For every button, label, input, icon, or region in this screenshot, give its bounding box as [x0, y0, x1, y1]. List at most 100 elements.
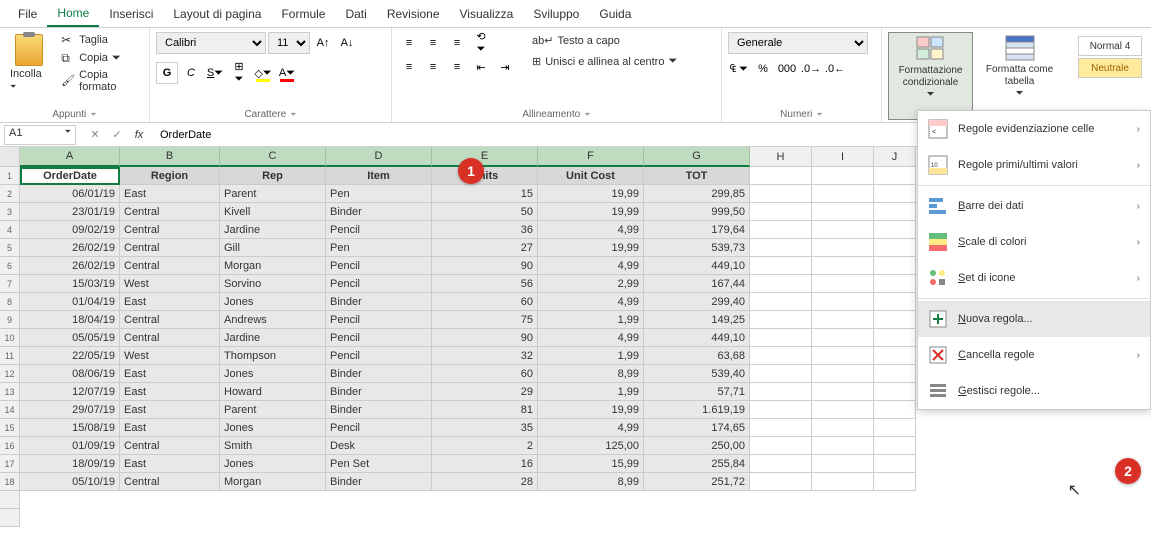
data-cell[interactable]: Central [120, 473, 220, 491]
column-header-G[interactable]: G [644, 147, 750, 167]
data-cell[interactable]: 05/05/19 [20, 329, 120, 347]
data-cell[interactable]: 174,65 [644, 419, 750, 437]
data-cell[interactable]: East [120, 293, 220, 311]
underline-button[interactable]: S ⏷ [204, 62, 226, 84]
data-cell[interactable]: 299,85 [644, 185, 750, 203]
enter-formula-button[interactable]: ✓ [106, 125, 128, 145]
row-header[interactable]: 1 [0, 167, 20, 185]
data-cell[interactable]: 26/02/19 [20, 257, 120, 275]
empty-cell[interactable] [812, 293, 874, 311]
empty-cell[interactable] [750, 221, 812, 239]
data-cell[interactable]: Central [120, 203, 220, 221]
data-cell[interactable]: 539,40 [644, 365, 750, 383]
data-cell[interactable]: 19,99 [538, 239, 644, 257]
data-cell[interactable]: 19,99 [538, 401, 644, 419]
wrap-text-button[interactable]: ab↵ Testo a capo [528, 32, 681, 49]
data-cell[interactable]: 255,84 [644, 455, 750, 473]
data-cell[interactable]: 15 [432, 185, 538, 203]
data-cell[interactable]: Pencil [326, 275, 432, 293]
data-cell[interactable]: 250,00 [644, 437, 750, 455]
row-header[interactable] [0, 491, 20, 509]
empty-cell[interactable] [750, 347, 812, 365]
data-cell[interactable]: Central [120, 239, 220, 257]
data-cell[interactable]: 251,72 [644, 473, 750, 491]
header-cell[interactable]: Item [326, 167, 432, 185]
orientation-button[interactable]: ⟲ ⏷ [470, 32, 492, 54]
header-cell[interactable]: OrderDate [20, 167, 120, 185]
row-header[interactable]: 7 [0, 275, 20, 293]
column-header-H[interactable]: H [750, 147, 812, 167]
tab-formulas[interactable]: Formule [271, 2, 335, 26]
empty-cell[interactable] [750, 365, 812, 383]
empty-cell[interactable] [812, 185, 874, 203]
data-cell[interactable]: Central [120, 221, 220, 239]
number-format-select[interactable]: Generale [728, 32, 868, 54]
data-cell[interactable]: 16 [432, 455, 538, 473]
row-header[interactable]: 14 [0, 401, 20, 419]
data-cell[interactable]: 2 [432, 437, 538, 455]
row-header[interactable]: 17 [0, 455, 20, 473]
data-cell[interactable]: 1,99 [538, 383, 644, 401]
data-cell[interactable]: Pen [326, 239, 432, 257]
data-cell[interactable]: 299,40 [644, 293, 750, 311]
align-bottom-button[interactable]: ≡ [446, 32, 468, 54]
empty-cell[interactable] [874, 473, 916, 491]
data-cell[interactable]: East [120, 383, 220, 401]
data-cell[interactable]: Pencil [326, 257, 432, 275]
style-neutrale[interactable]: Neutrale [1078, 58, 1142, 78]
data-cell[interactable]: Central [120, 311, 220, 329]
data-cell[interactable]: Jones [220, 419, 326, 437]
data-cell[interactable]: Desk [326, 437, 432, 455]
align-top-button[interactable]: ≡ [398, 32, 420, 54]
fx-button[interactable]: fx [128, 125, 150, 145]
empty-cell[interactable] [874, 365, 916, 383]
increase-decimal-button[interactable]: .0→ [800, 58, 822, 80]
data-bars-item[interactable]: Barre dei dati› [918, 188, 1150, 224]
data-cell[interactable]: 449,10 [644, 329, 750, 347]
empty-cell[interactable] [750, 239, 812, 257]
icon-sets-item[interactable]: Set di icone› [918, 260, 1150, 296]
data-cell[interactable]: Pencil [326, 329, 432, 347]
data-cell[interactable]: East [120, 185, 220, 203]
empty-cell[interactable] [750, 455, 812, 473]
data-cell[interactable]: 12/07/19 [20, 383, 120, 401]
tab-data[interactable]: Dati [335, 2, 376, 26]
column-header-B[interactable]: B [120, 147, 220, 167]
increase-font-button[interactable]: A↑ [312, 32, 334, 54]
data-cell[interactable]: 90 [432, 257, 538, 275]
empty-cell[interactable] [812, 437, 874, 455]
cut-button[interactable]: Taglia [59, 32, 143, 48]
data-cell[interactable]: Binder [326, 293, 432, 311]
highlight-cells-rules-item[interactable]: < Regole evidenziazione celle› [918, 111, 1150, 147]
indent-increase-button[interactable]: ⇥ [494, 56, 516, 78]
data-cell[interactable]: 15/03/19 [20, 275, 120, 293]
empty-cell[interactable] [874, 383, 916, 401]
column-header-J[interactable]: J [874, 147, 916, 167]
fill-color-button[interactable]: ◇ ⏷ [252, 62, 274, 84]
tab-file[interactable]: File [8, 2, 47, 26]
format-as-table-button[interactable]: Formatta come tabella ⏷ [977, 32, 1062, 120]
data-cell[interactable]: 60 [432, 293, 538, 311]
empty-cell[interactable] [812, 221, 874, 239]
data-cell[interactable]: 4,99 [538, 293, 644, 311]
data-cell[interactable]: Gill [220, 239, 326, 257]
row-header[interactable]: 18 [0, 473, 20, 491]
align-center-button[interactable]: ≡ [422, 56, 444, 78]
data-cell[interactable]: 15/08/19 [20, 419, 120, 437]
empty-cell[interactable] [812, 473, 874, 491]
data-cell[interactable]: East [120, 455, 220, 473]
data-cell[interactable]: 8,99 [538, 365, 644, 383]
tab-layout[interactable]: Layout di pagina [163, 2, 271, 26]
copy-button[interactable]: Copia ⏷ [59, 50, 143, 66]
data-cell[interactable]: Andrews [220, 311, 326, 329]
data-cell[interactable]: 75 [432, 311, 538, 329]
empty-cell[interactable] [750, 257, 812, 275]
data-cell[interactable]: 81 [432, 401, 538, 419]
format-painter-button[interactable]: Copia formato [59, 68, 143, 94]
tab-view[interactable]: Visualizza [450, 2, 524, 26]
empty-cell[interactable] [812, 203, 874, 221]
data-cell[interactable]: 63,68 [644, 347, 750, 365]
tab-review[interactable]: Revisione [377, 2, 450, 26]
data-cell[interactable]: Binder [326, 473, 432, 491]
row-header[interactable]: 10 [0, 329, 20, 347]
